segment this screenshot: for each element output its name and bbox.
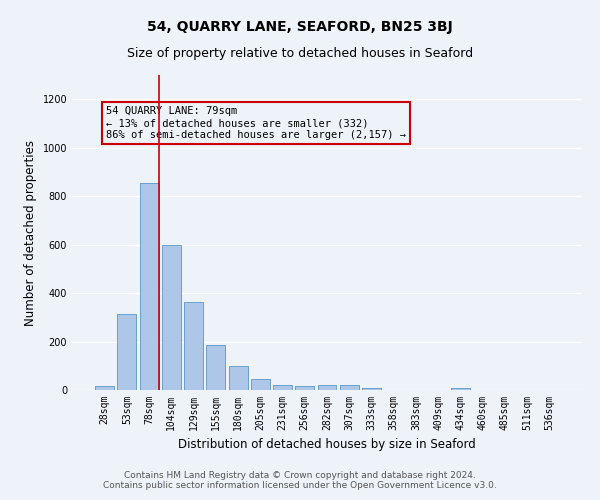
Text: 54 QUARRY LANE: 79sqm
← 13% of detached houses are smaller (332)
86% of semi-det: 54 QUARRY LANE: 79sqm ← 13% of detached … xyxy=(106,106,406,140)
Text: Size of property relative to detached houses in Seaford: Size of property relative to detached ho… xyxy=(127,48,473,60)
Bar xyxy=(206,345,225,390)
Bar xyxy=(184,302,203,390)
Bar xyxy=(229,366,248,390)
Y-axis label: Number of detached properties: Number of detached properties xyxy=(24,140,37,326)
Bar xyxy=(95,386,114,390)
Bar xyxy=(273,385,292,390)
X-axis label: Distribution of detached houses by size in Seaford: Distribution of detached houses by size … xyxy=(178,438,476,452)
Text: 54, QUARRY LANE, SEAFORD, BN25 3BJ: 54, QUARRY LANE, SEAFORD, BN25 3BJ xyxy=(147,20,453,34)
Bar xyxy=(251,378,270,390)
Bar xyxy=(295,386,314,390)
Bar xyxy=(140,183,158,390)
Bar xyxy=(362,388,381,390)
Bar xyxy=(340,385,359,390)
Bar xyxy=(317,385,337,390)
Bar xyxy=(118,314,136,390)
Bar xyxy=(451,388,470,390)
Bar xyxy=(162,244,181,390)
Text: Contains HM Land Registry data © Crown copyright and database right 2024.
Contai: Contains HM Land Registry data © Crown c… xyxy=(103,470,497,490)
